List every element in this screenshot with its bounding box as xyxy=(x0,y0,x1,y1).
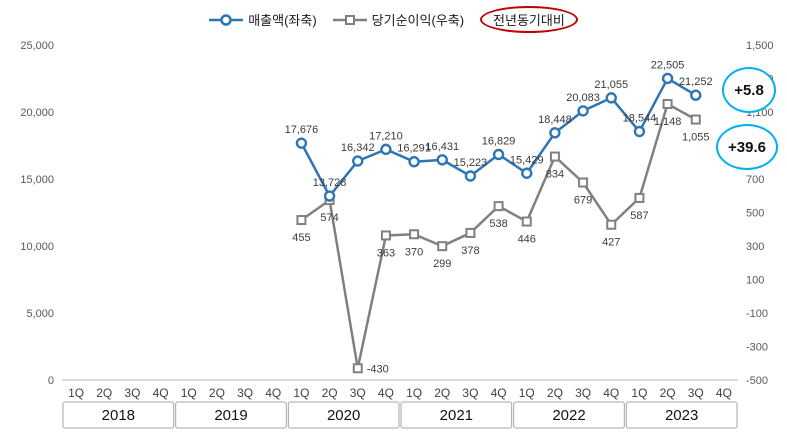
svg-text:15,000: 15,000 xyxy=(20,174,54,186)
svg-text:4Q: 4Q xyxy=(491,386,507,400)
legend: 매출액(좌축) 당기순이익(우축) 전년동기대비 xyxy=(0,6,787,33)
left-axis: 0 5,000 10,000 15,000 20,000 25,000 xyxy=(20,40,54,387)
svg-text:-500: -500 xyxy=(746,375,768,387)
svg-text:455: 455 xyxy=(292,232,310,244)
svg-text:-430: -430 xyxy=(367,363,389,375)
svg-text:15,429: 15,429 xyxy=(510,154,544,166)
legend-label-revenue: 매출액(좌축) xyxy=(248,13,317,28)
svg-text:679: 679 xyxy=(574,195,592,207)
svg-text:25,000: 25,000 xyxy=(20,40,54,52)
year-boxes: 2018 2019 2020 2021 2022 2023 xyxy=(62,401,738,429)
svg-text:2018: 2018 xyxy=(102,407,135,424)
svg-text:2Q: 2Q xyxy=(660,386,676,400)
profit-series: 455 574 -430 363 370 299 378 538 446 834 679 427 587… xyxy=(292,98,710,375)
svg-text:3Q: 3Q xyxy=(350,386,366,400)
svg-text:1,500: 1,500 xyxy=(746,40,774,52)
svg-text:3Q: 3Q xyxy=(462,386,478,400)
svg-text:3Q: 3Q xyxy=(688,386,704,400)
svg-text:2020: 2020 xyxy=(327,407,360,424)
svg-text:1Q: 1Q xyxy=(406,386,422,400)
svg-text:2019: 2019 xyxy=(214,407,247,424)
svg-text:16,342: 16,342 xyxy=(341,142,375,154)
svg-text:5,000: 5,000 xyxy=(26,308,54,320)
svg-text:2Q: 2Q xyxy=(547,386,563,400)
profit-yoy-value: +39.6 xyxy=(728,138,766,156)
svg-text:-300: -300 xyxy=(746,342,768,354)
svg-text:17,210: 17,210 xyxy=(369,130,403,142)
svg-text:378: 378 xyxy=(461,245,479,257)
svg-text:427: 427 xyxy=(602,237,620,249)
svg-text:3Q: 3Q xyxy=(237,386,253,400)
svg-text:2021: 2021 xyxy=(440,407,473,424)
svg-text:4Q: 4Q xyxy=(716,386,732,400)
svg-text:4Q: 4Q xyxy=(603,386,619,400)
svg-text:16,291: 16,291 xyxy=(397,143,431,155)
svg-text:3Q: 3Q xyxy=(575,386,591,400)
svg-text:1Q: 1Q xyxy=(181,386,197,400)
svg-text:2023: 2023 xyxy=(665,407,698,424)
svg-text:1,148: 1,148 xyxy=(654,116,682,128)
svg-text:17,676: 17,676 xyxy=(285,124,319,136)
legend-item-revenue: 매출액(좌축) xyxy=(209,10,317,29)
svg-text:834: 834 xyxy=(546,169,564,181)
svg-text:370: 370 xyxy=(405,246,423,258)
svg-text:4Q: 4Q xyxy=(265,386,281,400)
svg-text:1Q: 1Q xyxy=(519,386,535,400)
svg-text:21,055: 21,055 xyxy=(594,79,628,91)
revenue-yoy-badge: +5.8 xyxy=(722,67,776,113)
yoy-callout-label: 전년동기대비 xyxy=(493,13,565,28)
x-axis: 1Q 2Q 3Q 4Q 1Q 2Q 3Q 4Q 1Q 2Q 3Q 4Q 1Q 2Q 3Q 4Q 1Q 2Q 3Q 4Q… xyxy=(62,379,738,400)
svg-text:3Q: 3Q xyxy=(124,386,140,400)
svg-text:16,431: 16,431 xyxy=(425,141,459,153)
svg-text:13,728: 13,728 xyxy=(313,177,347,189)
svg-text:18,448: 18,448 xyxy=(538,114,572,126)
svg-text:574: 574 xyxy=(320,212,338,224)
svg-text:21,252: 21,252 xyxy=(679,76,713,88)
svg-text:16,829: 16,829 xyxy=(482,135,516,147)
svg-text:700: 700 xyxy=(746,174,764,186)
legend-item-profit: 당기순이익(우축) xyxy=(332,10,465,29)
svg-text:2Q: 2Q xyxy=(322,386,338,400)
svg-text:1Q: 1Q xyxy=(293,386,309,400)
svg-text:10,000: 10,000 xyxy=(20,241,54,253)
svg-text:500: 500 xyxy=(746,208,764,220)
svg-text:363: 363 xyxy=(377,247,395,259)
svg-text:2Q: 2Q xyxy=(434,386,450,400)
svg-text:-100: -100 xyxy=(746,308,768,320)
revenue-yoy-value: +5.8 xyxy=(734,81,764,99)
svg-text:0: 0 xyxy=(48,375,54,387)
svg-text:22,505: 22,505 xyxy=(651,59,685,71)
revenue-series-marker-icon xyxy=(209,13,244,26)
svg-text:300: 300 xyxy=(746,241,764,253)
svg-text:15,223: 15,223 xyxy=(454,157,488,169)
svg-text:20,083: 20,083 xyxy=(566,92,600,104)
svg-text:20,000: 20,000 xyxy=(20,107,54,119)
svg-text:587: 587 xyxy=(630,210,648,222)
profit-yoy-badge: +39.6 xyxy=(716,124,778,170)
yoy-callout: 전년동기대비 xyxy=(480,6,578,33)
svg-text:446: 446 xyxy=(518,234,536,246)
svg-text:4Q: 4Q xyxy=(153,386,169,400)
svg-text:2Q: 2Q xyxy=(96,386,112,400)
profit-series-marker-icon xyxy=(332,14,367,25)
svg-text:1Q: 1Q xyxy=(631,386,647,400)
svg-text:100: 100 xyxy=(746,275,764,287)
svg-text:18,544: 18,544 xyxy=(623,113,657,125)
svg-text:2Q: 2Q xyxy=(209,386,225,400)
svg-text:1,055: 1,055 xyxy=(682,132,710,144)
svg-text:299: 299 xyxy=(433,258,451,270)
svg-text:1Q: 1Q xyxy=(68,386,84,400)
svg-text:538: 538 xyxy=(489,218,507,230)
legend-label-profit: 당기순이익(우축) xyxy=(371,13,465,28)
svg-text:2022: 2022 xyxy=(552,407,585,424)
svg-text:4Q: 4Q xyxy=(378,386,394,400)
